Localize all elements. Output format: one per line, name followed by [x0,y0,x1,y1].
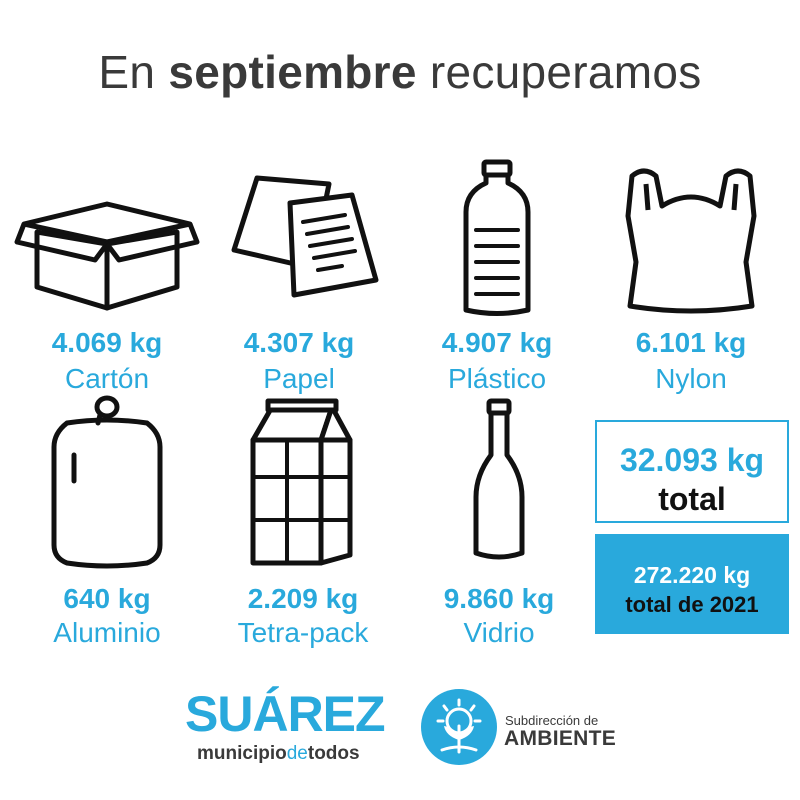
page-title: En septiembre recuperamos [0,45,800,99]
item-amount: 4.307 kg [243,327,355,358]
ambiente-subtitle: Subdirección de [505,713,599,728]
item-amount: 4.907 kg [441,327,553,358]
item-label: Cartón [64,363,150,394]
item-label: Papel [263,363,335,394]
plastic-bottle-icon [463,159,531,316]
item-amount: 9.860 kg [443,583,555,614]
item-label: Vidrio [463,617,535,648]
year-total-label: total de 2021 [625,592,759,617]
total-label: total [658,481,726,517]
glass-bottle-icon [473,398,525,560]
tagline-part-b: de [286,743,308,764]
item-amount: 4.069 kg [51,327,163,358]
item-amount: 6.101 kg [635,327,747,358]
tagline-part-c: todos [307,743,360,764]
item-amount: 2.209 kg [247,583,359,614]
suarez-logo: SUÁREZ [185,686,386,742]
ambiente-title: AMBIENTE [504,727,617,750]
item-label: Nylon [655,363,727,394]
item-label: Aluminio [53,617,161,648]
title-bold: septiembre [168,46,417,98]
suarez-tagline: municipiodetodos [197,743,360,765]
total-value: 32.093 kg [619,442,765,478]
item-amount: 640 kg [63,583,151,614]
paper-icon [231,175,379,298]
year-total-value: 272.220 kg [633,562,751,588]
total-box: 32.093 kg total [595,420,789,523]
title-suffix: recuperamos [416,46,702,98]
box-icon [14,201,200,311]
item-label: Tetra-pack [237,617,369,648]
tagline-part-a: municipio [197,743,287,764]
bag-icon [625,168,757,314]
year-total-box: 272.220 kg total de 2021 [595,534,789,634]
ambiente-logo-icon [421,689,497,765]
title-prefix: En [98,46,169,98]
item-label: Plástico [447,363,547,394]
carton-icon [250,398,353,566]
can-icon [51,395,163,569]
